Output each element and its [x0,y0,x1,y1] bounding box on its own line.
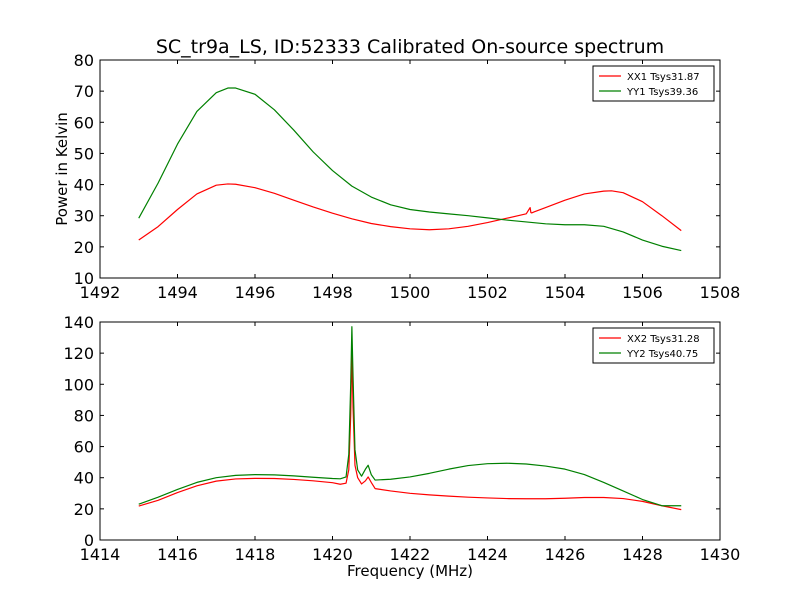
y-tick-label: 10 [74,269,94,288]
x-tick-label: 1494 [157,283,198,302]
legend-2: XX2 Tsys31.28 YY2 Tsys40.75 [592,327,715,364]
y-tick-label: 0 [84,531,94,550]
panel-2: 1414 1416 1418 1420 1422 1424 1426 1428 1430 0 20 4… [63,313,740,564]
legend-1: XX1 Tsys31.87 YY1 Tsys39.36 [592,65,715,102]
x-tick-label: 1426 [545,545,586,564]
y-tick-label: 20 [74,238,94,257]
x-tick-label: 1422 [390,545,431,564]
panel-1: 1492 1494 1496 1498 1500 1502 1504 1506 1508 10 20… [74,51,741,302]
y-tick-label: 40 [74,469,94,488]
y-tick-label: 140 [63,313,94,332]
x-tick-label: 1424 [467,545,508,564]
y-tick-label: 20 [74,500,94,519]
x-tick-label: 1430 [700,545,741,564]
x-tick-label: 1506 [622,283,663,302]
series-line-2-2 [138,326,682,507]
legend-box [592,65,715,102]
x-tick-label: 1416 [157,545,198,564]
x-tick-label: 1508 [700,283,741,302]
y-axis-label: Power in Kelvin [53,112,71,226]
x-tick-label: 1414 [80,545,121,564]
legend-label: YY2 Tsys40.75 [626,349,698,360]
y-tick-label: 40 [74,176,94,195]
x-axis-label: Frequency (MHz) [347,562,473,580]
x-tick-label: 1492 [80,283,121,302]
x-tick-label: 1418 [235,545,276,564]
legend-label: XX2 Tsys31.28 [627,334,700,345]
x-tick-label: 1504 [545,283,586,302]
series-line-1-1 [138,183,682,241]
y-tick-label: 80 [74,406,94,425]
y-tick-label: 70 [74,82,94,101]
y-tick-label: 100 [63,375,94,394]
y-tick-label: 80 [74,51,94,70]
y-tick-label: 50 [74,144,94,163]
legend-label: XX1 Tsys31.87 [627,72,700,83]
plots-group: 1492 1494 1496 1498 1500 1502 1504 1506 1508 10 20… [63,51,740,564]
legend-label: YY1 Tsys39.36 [626,87,698,98]
x-tick-label: 1420 [312,545,353,564]
x-tick-label: 1500 [390,283,431,302]
x-tick-label: 1502 [467,283,508,302]
legend-box [592,327,715,364]
y-tick-label: 120 [63,344,94,363]
x-tick-label: 1496 [235,283,276,302]
y-tick-label: 60 [74,438,94,457]
y-tick-label: 60 [74,113,94,132]
x-tick-label: 1498 [312,283,353,302]
series-line-2-1 [138,349,682,511]
series-line-1-2 [138,87,682,252]
y-tick-label: 30 [74,207,94,226]
x-tick-label: 1428 [622,545,663,564]
chart-title: SC_tr9a_LS, ID:52333 Calibrated On-sourc… [156,36,664,58]
